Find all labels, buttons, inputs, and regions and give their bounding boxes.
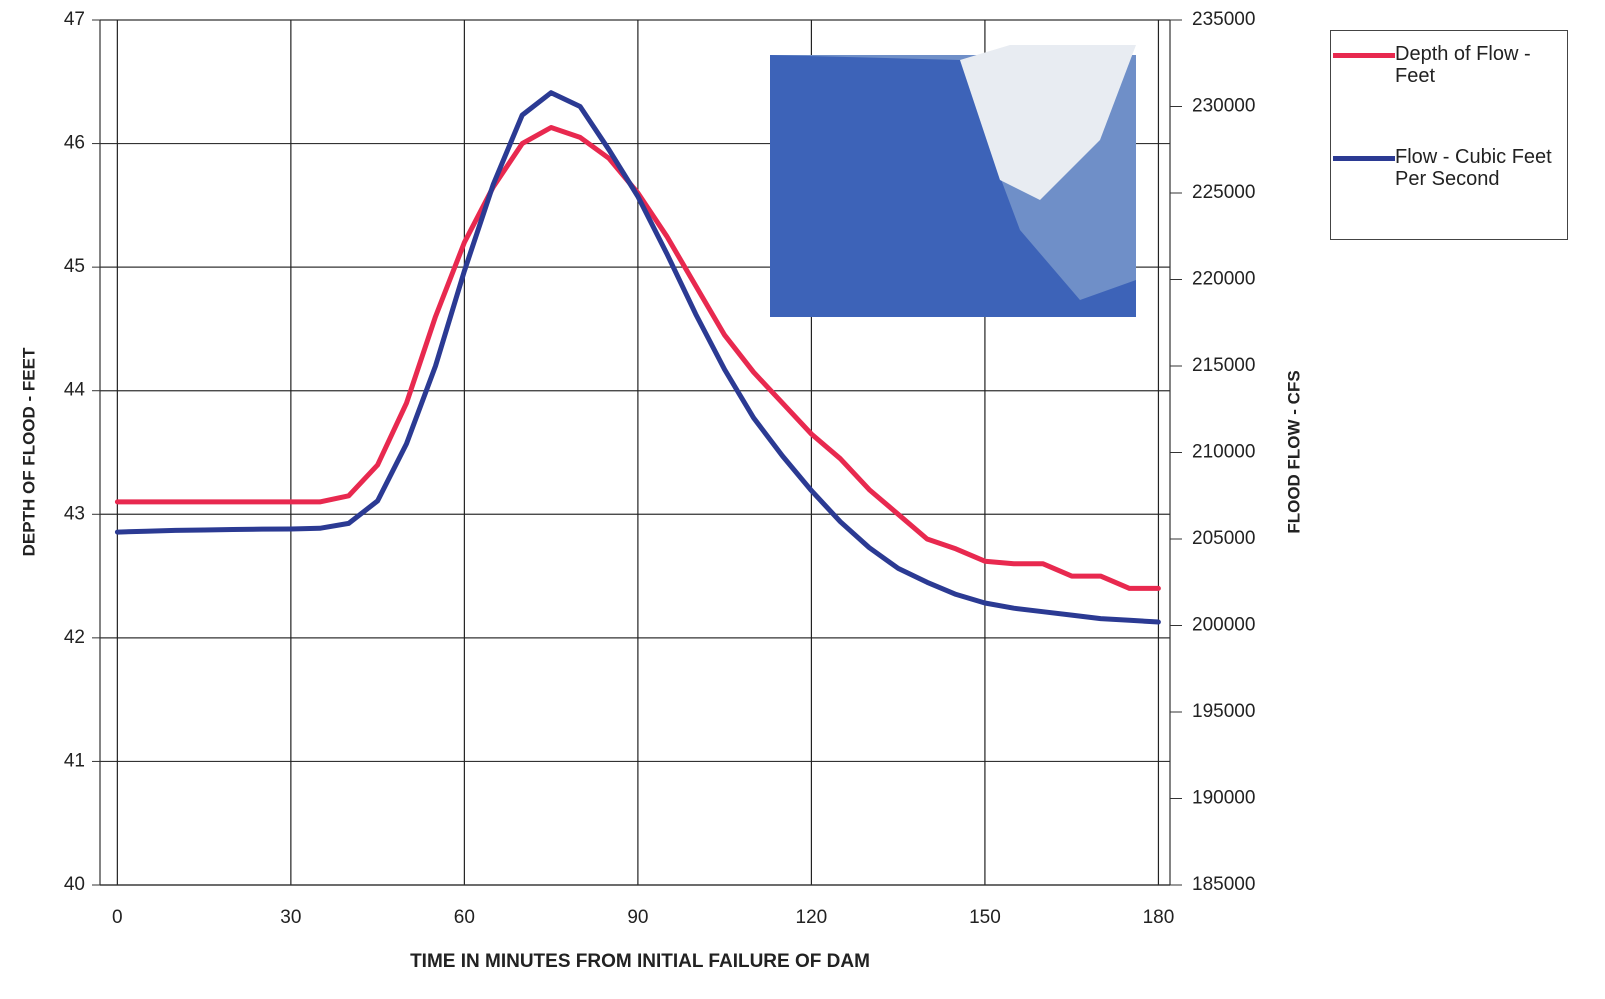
y2-tick-label: 205000 bbox=[1192, 528, 1255, 549]
series-line bbox=[114, 90, 1161, 625]
y-tick-label: 41 bbox=[64, 750, 85, 771]
y2-tick-label: 220000 bbox=[1192, 269, 1255, 290]
legend: Depth of Flow - Feet Flow - Cubic Feet Pe… bbox=[1330, 30, 1568, 240]
legend-label: Flow - Cubic Feet Per Second bbox=[1395, 146, 1552, 190]
y2-tick-label: 200000 bbox=[1192, 615, 1255, 636]
legend-swatch bbox=[1333, 156, 1395, 161]
y-tick-label: 42 bbox=[64, 627, 85, 648]
y-tick-label: 43 bbox=[64, 503, 85, 524]
y2-axis-title: FLOOD FLOW - CFS bbox=[1284, 370, 1303, 533]
inset-photo-sky bbox=[960, 45, 1136, 200]
x-tick-label: 120 bbox=[796, 907, 828, 928]
x-tick-label: 0 bbox=[112, 907, 123, 928]
x-axis-title: TIME IN MINUTES FROM INITIAL FAILURE OF … bbox=[410, 951, 870, 972]
y-tick-label: 40 bbox=[64, 874, 85, 895]
x-tick-label: 150 bbox=[969, 907, 1001, 928]
y2-tick-label: 230000 bbox=[1192, 96, 1255, 117]
y2-tick-label: 210000 bbox=[1192, 442, 1255, 463]
x-tick-label: 30 bbox=[280, 907, 301, 928]
y-tick-label: 44 bbox=[64, 380, 86, 401]
y2-tick-label: 185000 bbox=[1192, 874, 1255, 895]
x-tick-label: 90 bbox=[627, 907, 648, 928]
y2-tick-label: 235000 bbox=[1192, 9, 1255, 30]
y-tick-label: 46 bbox=[64, 133, 85, 154]
y2-tick-label: 215000 bbox=[1192, 355, 1255, 376]
y-tick-label: 45 bbox=[64, 256, 85, 277]
x-tick-label: 180 bbox=[1143, 907, 1175, 928]
y2-tick-label: 190000 bbox=[1192, 788, 1255, 809]
legend-swatch bbox=[1333, 53, 1395, 58]
y2-tick-label: 225000 bbox=[1192, 182, 1255, 203]
y-tick-label: 47 bbox=[64, 9, 85, 30]
legend-label: Depth of Flow - Feet bbox=[1395, 43, 1531, 87]
y-axis-title: DEPTH OF FLOOD - FEET bbox=[19, 347, 38, 556]
x-tick-label: 60 bbox=[454, 907, 475, 928]
inset-photo-water bbox=[770, 55, 1136, 317]
y2-tick-label: 195000 bbox=[1192, 701, 1255, 722]
